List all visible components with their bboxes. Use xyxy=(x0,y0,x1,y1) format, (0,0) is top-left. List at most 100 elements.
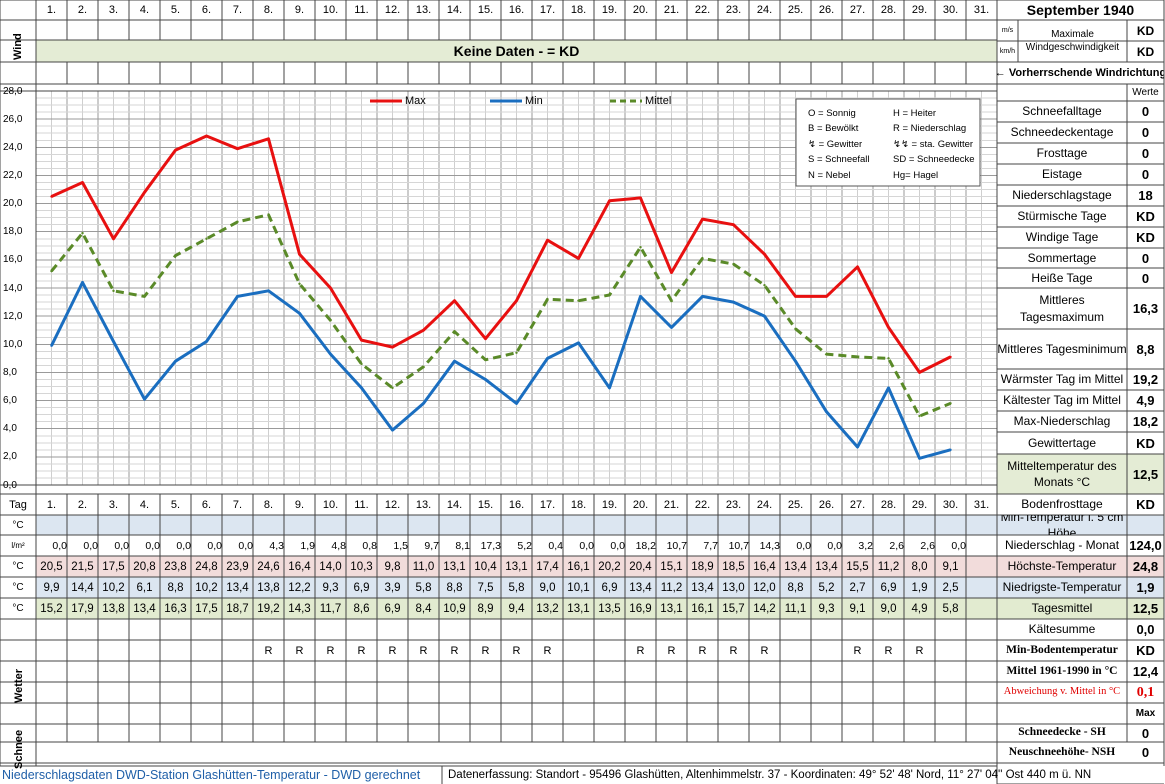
day-footer-23: 23. xyxy=(725,498,742,511)
day-footer-7: 7. xyxy=(232,498,243,511)
data-point-min xyxy=(546,357,549,360)
table-cell-mittel: 18,7 xyxy=(226,602,249,615)
day-header-11: 11. xyxy=(354,4,369,16)
day-header-5: 5. xyxy=(170,4,181,16)
day-header-24: 24. xyxy=(756,4,773,16)
weather-code: R xyxy=(357,644,366,657)
stat-value: 12,4 xyxy=(1132,664,1159,679)
data-point-mittel xyxy=(453,330,456,333)
stat-value: 0,1 xyxy=(1136,684,1155,700)
table-cell-mittel: 11,1 xyxy=(784,602,807,615)
wetter-label: Wetter xyxy=(13,668,25,703)
data-point-min xyxy=(949,448,952,452)
data-point-max xyxy=(856,265,859,269)
stat-value: 0 xyxy=(1141,167,1150,182)
stat-label: Sommertage xyxy=(1027,250,1097,265)
data-point-mittel xyxy=(763,283,766,287)
table-cell-max: 24,6 xyxy=(257,560,280,573)
data-point-max xyxy=(639,196,642,200)
table-cell-max: 9,1 xyxy=(942,560,959,573)
day-header-16: 16. xyxy=(508,4,525,16)
table-cell-min: 6,1 xyxy=(136,581,153,594)
stat-label: Höchste-Temperatur xyxy=(1007,559,1117,574)
data-point-max xyxy=(546,238,549,242)
weather-code: R xyxy=(760,644,769,657)
data-point-min xyxy=(453,359,456,363)
data-point-min xyxy=(112,340,115,343)
stat-label: Heiße Tage xyxy=(1031,270,1093,285)
table-cell-max: 16,4 xyxy=(753,560,776,573)
data-point-min xyxy=(856,445,859,449)
day-footer-8: 8. xyxy=(263,498,274,511)
table-cell-niederschlag: 18,2 xyxy=(635,539,656,552)
weather-code: R xyxy=(698,644,707,657)
stat-value: 0 xyxy=(1141,745,1150,760)
weather-code: R xyxy=(667,644,676,657)
weather-code: R xyxy=(388,644,397,657)
day-header-14: 14. xyxy=(446,4,463,16)
table-cell-niederschlag: 10,7 xyxy=(666,539,687,552)
table-cell-mittel: 16,1 xyxy=(691,602,714,615)
table-cell-max: 23,8 xyxy=(164,560,187,573)
table-cell-min: 12,2 xyxy=(288,581,311,594)
table-cell-mittel: 19,2 xyxy=(257,602,280,615)
table-cell-max: 18,5 xyxy=(722,560,745,573)
table-cell-max: 13,1 xyxy=(443,560,466,573)
table-cell-min: 6,9 xyxy=(880,581,897,594)
table-cell-max: 8,0 xyxy=(911,560,928,573)
table-cell-niederschlag: 1,9 xyxy=(300,539,315,552)
stats-mean-month-band xyxy=(997,454,1164,494)
data-point-max xyxy=(329,286,332,290)
table-cell-niederschlag: 0,0 xyxy=(52,539,67,552)
data-point-max xyxy=(484,337,487,340)
day-footer-21: 21. xyxy=(663,498,680,511)
data-point-max xyxy=(887,326,890,329)
weather-code: R xyxy=(481,644,490,657)
code-legend-item: N = Nebel xyxy=(808,169,851,181)
day-header-2: 2. xyxy=(77,4,88,16)
wind-unit-kmh: km/h xyxy=(999,48,1016,55)
stat-value: 0 xyxy=(1141,270,1150,286)
data-point-max xyxy=(577,257,580,260)
table-cell-mittel: 15,2 xyxy=(40,602,63,615)
stat-label: Schneedeckentage xyxy=(1010,125,1114,140)
table-cell-mittel: 13,1 xyxy=(567,602,590,615)
data-point-max xyxy=(794,295,797,298)
code-legend-item: R = Niederschlag xyxy=(893,123,967,134)
data-point-min xyxy=(81,281,84,284)
day-footer-17: 17. xyxy=(539,498,556,511)
stat-value: 0 xyxy=(1141,250,1150,266)
table-cell-mittel: 8,6 xyxy=(353,602,370,615)
table-cell-niederschlag: 1,5 xyxy=(393,539,408,552)
stat-label: Kältesumme xyxy=(1028,622,1096,637)
stat-value: KD xyxy=(1136,497,1155,512)
tag-label: Tag xyxy=(9,498,27,511)
table-cell-max: 16,4 xyxy=(288,560,311,573)
table-cell-mittel: 8,9 xyxy=(477,602,494,615)
data-point-min xyxy=(515,402,518,405)
day-footer-15: 15. xyxy=(477,498,494,511)
table-cell-niederschlag: 0,0 xyxy=(207,539,222,552)
data-point-max xyxy=(825,295,828,298)
table-cell-mittel: 11,7 xyxy=(319,602,342,615)
day-header-21: 21. xyxy=(663,4,680,16)
day-footer-20: 20. xyxy=(632,498,649,511)
data-point-max xyxy=(298,253,301,256)
stat-label: Schneedecke - SH xyxy=(1018,726,1106,739)
legend-label-mittel: Mittel xyxy=(645,95,672,107)
table-cell-min: 8,8 xyxy=(446,581,463,594)
data-point-min xyxy=(825,410,828,414)
table-cell-max: 18,9 xyxy=(691,560,714,573)
table-cell-max: 10,3 xyxy=(350,560,373,573)
stat-value: 12,5 xyxy=(1132,466,1159,482)
stat-label: Stürmische Tage xyxy=(1017,209,1107,224)
min-temp-band xyxy=(36,577,997,598)
schnee-label: Schnee xyxy=(13,729,25,769)
y-tick-label: 20,0 xyxy=(3,198,23,210)
table-cell-niederschlag: 2,6 xyxy=(920,539,935,552)
code-legend-item: ↯↯ = sta. Gewitter xyxy=(893,138,974,150)
table-cell-mittel: 9,3 xyxy=(818,602,835,615)
data-point-mittel xyxy=(918,414,921,418)
wind-unit-ms: m/s xyxy=(1001,27,1014,34)
